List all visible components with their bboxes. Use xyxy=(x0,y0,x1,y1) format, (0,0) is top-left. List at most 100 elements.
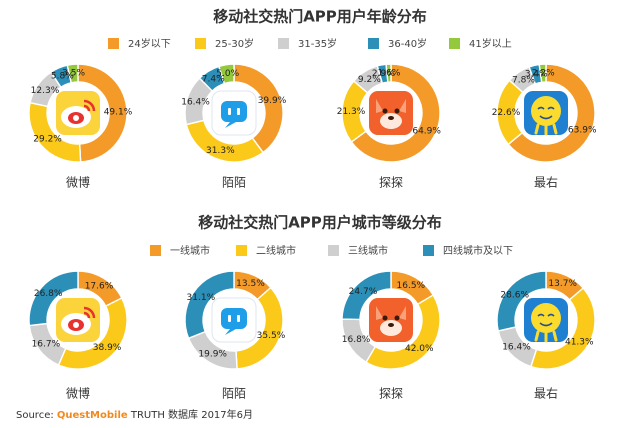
source-brand: QuestMobile xyxy=(56,410,128,421)
data-label: 13.5% xyxy=(236,279,265,289)
data-label: 31.3% xyxy=(206,146,235,156)
donut-1: 49.1% 29.2% 12.3% 5.8%3.5% 微博 xyxy=(28,63,133,190)
data-label: 19.9% xyxy=(198,349,227,359)
legend-label: 四线城市及以下 xyxy=(443,244,513,257)
donut-slice xyxy=(385,63,392,83)
legend-swatch xyxy=(195,38,206,49)
data-label: 63.9% xyxy=(568,125,597,135)
legend-swatch xyxy=(108,38,119,49)
data-label: 16.4% xyxy=(502,343,531,353)
donut-slice xyxy=(365,294,441,370)
data-label: 64.9% xyxy=(412,127,441,137)
data-label: 1.6% xyxy=(378,69,401,79)
data-label: 21.3% xyxy=(337,107,366,117)
legend-label: 24岁以下 xyxy=(128,37,171,50)
donut-1: 17.6% 38.9% 16.7% 26.8% 微博 xyxy=(28,270,128,401)
data-label: 28.6% xyxy=(500,291,529,301)
app-name-label: 探探 xyxy=(379,176,403,190)
app-name-label: 陌陌 xyxy=(222,176,246,190)
zuiyou-logo-icon xyxy=(524,91,568,136)
source-suffix: TRUTH 数据库 2017年6月 xyxy=(127,410,254,421)
data-label: 16.8% xyxy=(342,335,371,345)
weibo-logo-icon xyxy=(56,91,100,135)
donut-2: 13.5% 35.5% 19.9% 31.1% 陌陌 xyxy=(184,270,286,401)
legend-swatch xyxy=(423,245,434,256)
legend-swatch xyxy=(150,245,161,256)
data-label: 7.4% xyxy=(202,74,225,84)
data-label: 41.3% xyxy=(565,338,594,348)
app-name-label: 最右 xyxy=(534,386,558,401)
data-label: 16.5% xyxy=(397,281,426,291)
donut-slice xyxy=(233,63,284,154)
data-label: 9.2% xyxy=(358,75,381,85)
source-prefix: Source: xyxy=(16,410,54,421)
chart-title: 移动社交热门APP用户城市等级分布 xyxy=(198,214,442,232)
donut-slice xyxy=(217,63,235,85)
legend-swatch xyxy=(449,38,460,49)
donut-slice xyxy=(66,63,79,84)
donut-4: 13.7% 41.3% 16.4% 28.6% 最右 xyxy=(496,270,596,401)
app-name-label: 微博 xyxy=(66,175,90,190)
data-label: 3.5% xyxy=(62,69,85,79)
donut-3: 16.5% 42.0% 16.8% 24.7% 探探 xyxy=(341,270,441,401)
data-label: 5.8% xyxy=(51,72,74,82)
tantan-logo-icon xyxy=(369,91,413,135)
data-label: 39.9% xyxy=(258,96,287,106)
donut-slice xyxy=(341,270,392,321)
data-label: 2.9% xyxy=(372,69,395,79)
legend-label: 一线城市 xyxy=(170,244,210,257)
donut-slice xyxy=(496,270,547,332)
legend-label: 二线城市 xyxy=(256,244,296,257)
legend: 一线城市 二线城市 三线城市 四线城市及以下 xyxy=(150,244,513,257)
zuiyou-logo-icon xyxy=(524,298,568,343)
data-label: 24.7% xyxy=(349,287,378,297)
data-label: 2.2% xyxy=(532,69,555,79)
donut-2: 39.9% 31.3% 16.4% 7.4%5.0% 陌陌 xyxy=(181,63,287,190)
data-label: 38.9% xyxy=(93,343,122,353)
data-label: 31.1% xyxy=(187,293,216,303)
legend-swatch xyxy=(236,245,247,256)
chart-title: 移动社交热门APP用户年龄分布 xyxy=(213,8,427,26)
data-label: 13.7% xyxy=(548,279,577,289)
legend-label: 36-40岁 xyxy=(388,37,427,50)
legend-swatch xyxy=(328,245,339,256)
donut-slice xyxy=(538,63,547,84)
legend-swatch xyxy=(278,38,289,49)
app-name-label: 探探 xyxy=(379,387,403,401)
legend-label: 25-30岁 xyxy=(215,37,254,50)
donut-slice xyxy=(507,63,596,163)
legend-label: 三线城市 xyxy=(348,244,388,257)
legend: 24岁以下 25-30岁 31-35岁 36-40岁 41岁以上 xyxy=(108,37,512,50)
momo-logo-icon xyxy=(211,90,257,136)
data-label: 42.0% xyxy=(405,344,434,354)
momo-logo-icon xyxy=(211,297,257,343)
legend-label: 41岁以上 xyxy=(469,37,512,50)
tantan-logo-icon xyxy=(369,298,413,342)
data-label: 12.3% xyxy=(31,86,60,96)
data-label: 49.1% xyxy=(104,107,133,117)
legend-swatch xyxy=(368,38,379,49)
app-name-label: 微博 xyxy=(66,386,90,401)
app-name-label: 陌陌 xyxy=(222,387,246,401)
data-label: 16.7% xyxy=(32,339,61,349)
data-label: 5.0% xyxy=(216,69,239,79)
data-label: 29.2% xyxy=(33,134,62,144)
donut-3: 64.9% 21.3% 9.2%2.9%1.6% 探探 xyxy=(337,63,441,190)
chart-age: 移动社交热门APP用户年龄分布 24岁以下 25-30岁 31-35岁 36-40岁 41… xyxy=(28,8,597,190)
donut-slice xyxy=(350,63,441,163)
data-label: 3.4% xyxy=(525,70,548,80)
data-label: 7.8% xyxy=(512,75,535,85)
donut-slice xyxy=(184,270,235,340)
data-label: 16.4% xyxy=(181,98,210,108)
data-label: 17.6% xyxy=(85,281,114,291)
data-label: 26.8% xyxy=(34,289,63,299)
data-label: 35.5% xyxy=(257,331,286,341)
legend-label: 31-35岁 xyxy=(298,37,337,50)
source-note: Source: QuestMobile TRUTH 数据库 2017年6月 xyxy=(16,406,253,421)
donut-4: 63.9% 22.6% 7.8%3.4%2.2% 最右 xyxy=(492,63,597,190)
donut-slice xyxy=(77,63,128,163)
donut-slice xyxy=(28,270,79,327)
data-label: 22.6% xyxy=(492,108,521,118)
